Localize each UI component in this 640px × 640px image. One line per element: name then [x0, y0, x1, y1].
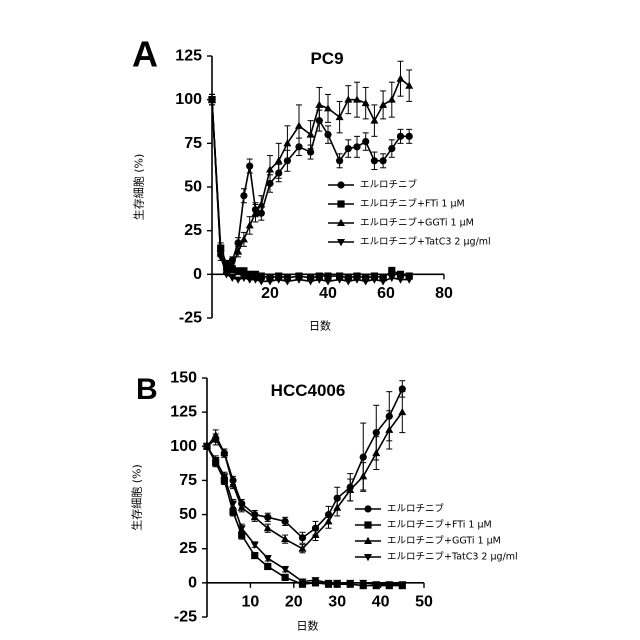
legend-label: エルロチニブ [360, 179, 418, 191]
x-tick-label: 20 [261, 285, 279, 302]
data-point [362, 138, 369, 145]
data-point [281, 535, 289, 542]
data-point [324, 131, 331, 138]
y-axis-label: 生存細胞 (%) [132, 154, 146, 221]
data-point [344, 278, 352, 285]
series-line [207, 389, 402, 538]
legend-label: エルロチニブ+GGTi 1 μM [360, 217, 474, 229]
data-point [251, 552, 258, 559]
series-line [207, 446, 402, 584]
data-point [282, 574, 289, 581]
x-tick-label: 40 [372, 593, 390, 610]
x-tick-label: 30 [328, 593, 346, 610]
legend-label: エルロチニブ+FTi 1 μM [387, 519, 492, 531]
legend: エルロチニブエルロチニブ+FTi 1 μM エルロチニブ+GGTi 1 μM エルロ… [355, 503, 518, 563]
data-point [283, 278, 291, 285]
x-tick-label: 40 [319, 285, 337, 302]
y-tick-label: 75 [179, 472, 197, 489]
data-point [299, 534, 306, 541]
x-tick-label: 20 [285, 593, 303, 610]
data-point [388, 145, 395, 152]
legend-marker [337, 200, 344, 207]
y-tick-label: 100 [170, 438, 197, 455]
data-point [398, 408, 406, 415]
data-point [275, 157, 283, 164]
series-circle [203, 381, 406, 544]
data-point [406, 133, 413, 140]
data-point [353, 143, 360, 150]
x-tick-label: 50 [415, 593, 433, 610]
y-axis-label: 生存細胞 (%) [130, 464, 144, 531]
data-point [264, 514, 271, 521]
data-point [372, 449, 380, 456]
y-tick-label: 25 [179, 540, 197, 557]
x-tick-label: 10 [242, 593, 260, 610]
x-axis-label: 日数 [309, 320, 331, 333]
y-tick-label: 75 [184, 135, 202, 152]
x-tick-label: 60 [377, 285, 395, 302]
figure: APC9-25025507510012520406080日数生存細胞 (%)エル… [0, 0, 640, 640]
y-tick-label: 100 [175, 91, 202, 108]
legend-label: エルロチニブ+FTi 1 μM [360, 198, 465, 210]
data-point [359, 472, 367, 479]
data-point [246, 162, 253, 169]
chart-title: PC9 [310, 49, 343, 68]
data-point [370, 116, 378, 123]
y-tick-label: 125 [170, 404, 197, 421]
data-point [307, 130, 315, 137]
data-point [234, 277, 242, 284]
legend-marker [364, 505, 371, 512]
data-point [336, 157, 343, 164]
data-point [380, 157, 387, 164]
panel-a-chart: A PC9 -25 0 25 50 75 100 125 20 40 60 80 日数 生存細胞 (%) エル… [132, 33, 491, 332]
legend-label: エルロチニブ+GGTi 1 μM [387, 535, 501, 547]
legend-marker [364, 521, 371, 528]
data-point [264, 563, 271, 570]
y-tick-label: -25 [179, 310, 202, 327]
legend-label: エルロチニブ [387, 503, 445, 515]
legend-label: エルロチニブ+TatC3 2 μg/ml [360, 236, 491, 248]
data-point [240, 235, 248, 242]
panel-letter: A [132, 33, 158, 74]
y-tick-label: -25 [174, 609, 197, 626]
data-point [397, 133, 404, 140]
x-tick-label: 80 [435, 285, 453, 302]
data-point [240, 192, 247, 199]
chart-title: HCC4006 [271, 381, 346, 400]
y-tick-label: 50 [184, 179, 202, 196]
y-tick-label: 0 [193, 266, 202, 283]
y-tick-label: 125 [175, 48, 202, 65]
y-tick-label: 0 [188, 574, 197, 591]
data-point [295, 122, 303, 129]
data-point [397, 75, 405, 82]
data-point [373, 429, 380, 436]
legend-label: エルロチニブ+TatC3 2 μg/ml [387, 551, 518, 563]
data-point [388, 267, 395, 274]
y-tick-label: 150 [170, 370, 197, 387]
data-point [371, 157, 378, 164]
data-point [362, 278, 370, 285]
legend: エルロチニブエルロチニブ+FTi 1 μM エルロチニブ+GGTi 1 μM エルロ… [328, 179, 491, 248]
legend-marker [337, 181, 344, 188]
data-point [336, 113, 344, 120]
data-point [360, 454, 367, 461]
data-point [307, 148, 314, 155]
series-line [207, 446, 402, 585]
y-tick-label: 25 [184, 222, 202, 239]
x-axis-label: 日数 [297, 620, 319, 633]
series-square [203, 443, 406, 590]
data-point [282, 518, 289, 525]
panel-letter: B [136, 373, 158, 406]
data-point [379, 101, 387, 108]
data-point [388, 95, 396, 102]
y-tick-label: 50 [179, 506, 197, 523]
data-point [315, 101, 323, 108]
data-point [212, 431, 220, 438]
data-point [307, 278, 315, 285]
panel-b-chart: B HCC4006 -25 0 25 50 75 100 125 150 10 20 30 40 50 日数 生… [130, 370, 518, 633]
data-point [345, 145, 352, 152]
